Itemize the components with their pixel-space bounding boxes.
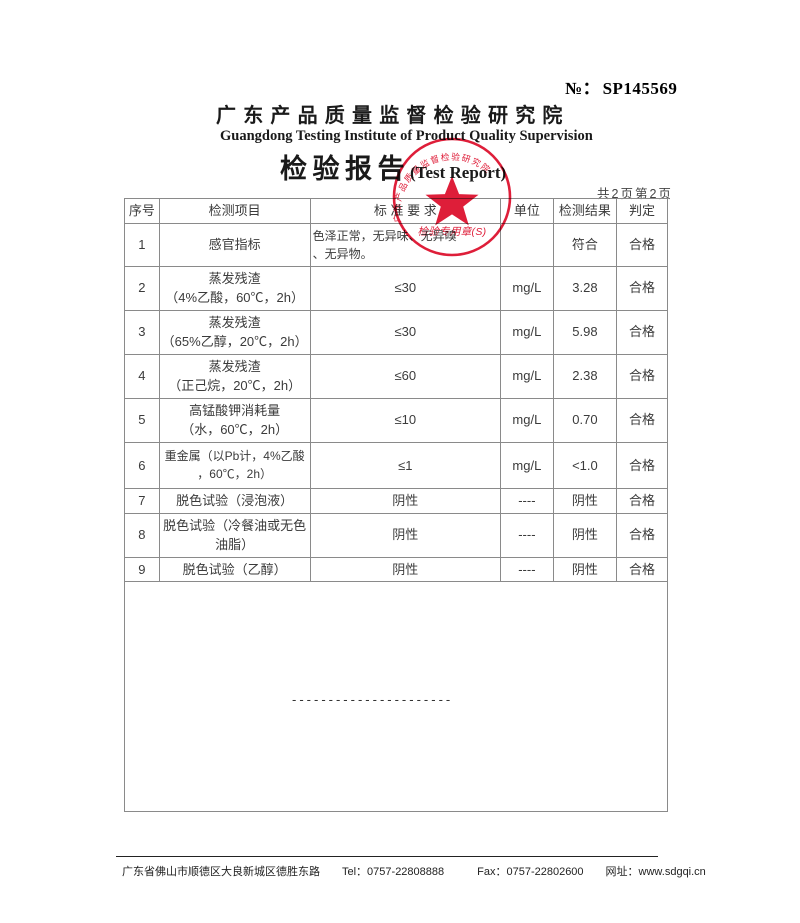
svg-text:检验专用章(S): 检验专用章(S)	[418, 226, 487, 238]
